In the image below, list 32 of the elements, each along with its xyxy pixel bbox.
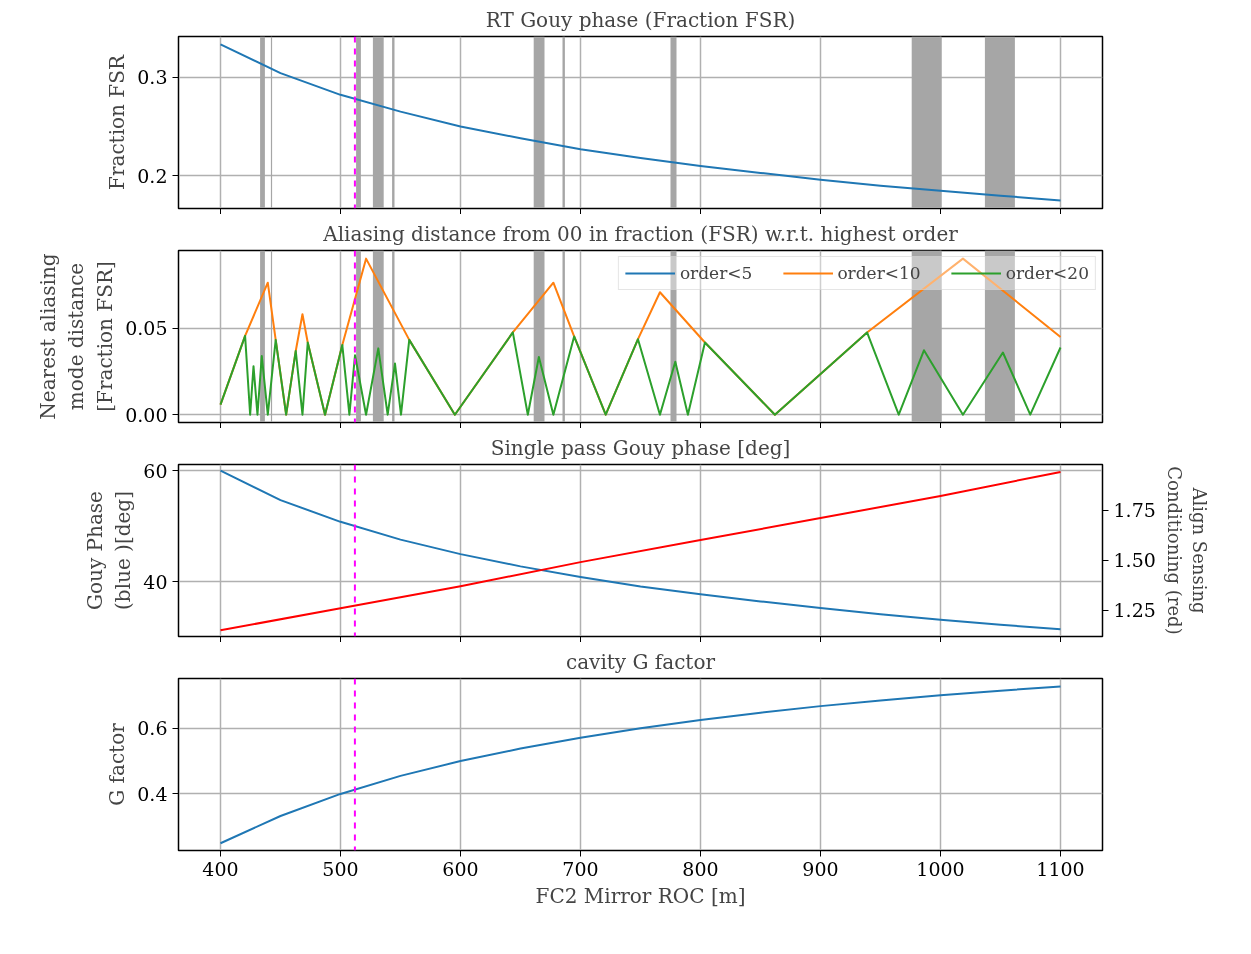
- x-tick-label: 700: [562, 857, 599, 880]
- y2-tick-label: 1.25: [1113, 599, 1156, 622]
- y-tick-label: 0.05: [125, 317, 168, 340]
- y-tick-label: 0.6: [137, 717, 168, 740]
- legend-label: order<10: [837, 263, 921, 283]
- y-axis-title: G factor: [105, 722, 130, 806]
- x-tick-label: 400: [202, 857, 239, 880]
- y2-tick-label: 1.75: [1113, 499, 1156, 522]
- x-tick-label: 600: [442, 857, 479, 880]
- y-tick-label: 0.2: [137, 164, 168, 187]
- y-tick-label: 60: [143, 459, 168, 482]
- y-tick-label: 0.00: [125, 403, 168, 426]
- y-tick-label: 40: [143, 570, 168, 593]
- y2-axis-title: Align Sensing Conditioning (red): [1163, 466, 1210, 635]
- y-tick-label: 0.3: [137, 66, 168, 89]
- x-tick-label: 500: [322, 857, 359, 880]
- y-axis-title: Fraction FSR: [105, 54, 130, 190]
- chart-title: Single pass Gouy phase [deg]: [490, 435, 791, 460]
- chart-title: RT Gouy phase (Fraction FSR): [485, 7, 796, 32]
- y2-tick-label: 1.50: [1113, 549, 1156, 572]
- x-tick-label: 900: [802, 857, 839, 880]
- x-tick-label: 1100: [1036, 857, 1085, 880]
- y-axis-title: Nearest aliasing mode distance [Fraction FSR]: [35, 253, 118, 420]
- x-tick-label: 1000: [916, 857, 965, 880]
- legend-label: order<20: [1005, 263, 1089, 283]
- chart-title: Aliasing distance from 00 in fraction (FSR) w.r.t. highest order: [322, 221, 959, 246]
- x-tick-label: 800: [682, 857, 719, 880]
- chart-title: cavity G factor: [565, 649, 716, 674]
- x-axis-title: FC2 Mirror ROC [m]: [535, 883, 746, 908]
- legend-label: order<5: [679, 263, 753, 283]
- y-axis-title: Gouy Phase (blue )[deg]: [82, 491, 136, 610]
- y-tick-label: 0.4: [137, 782, 168, 805]
